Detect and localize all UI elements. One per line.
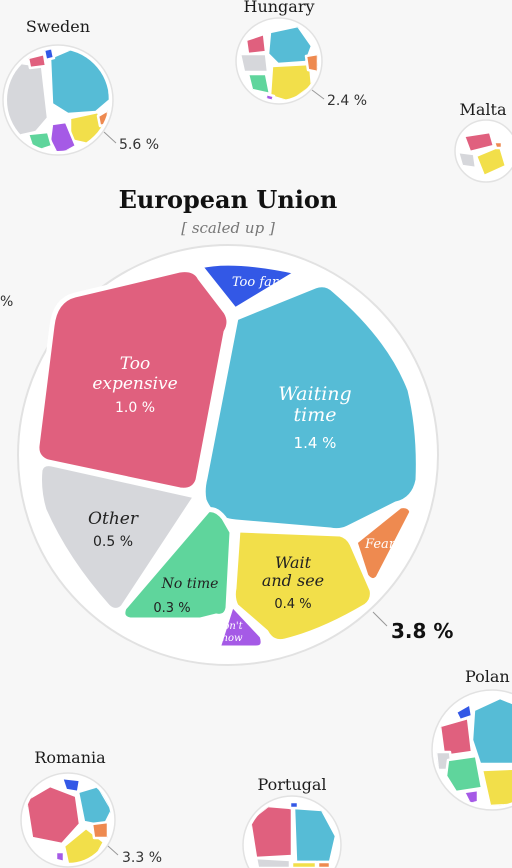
value-too-expensive: 1.0 %: [115, 400, 155, 416]
value-waiting-time: 1.4 %: [294, 434, 337, 452]
label-too-expensive-line2: expensive: [92, 374, 177, 394]
country-value-romania: 3.3 %: [122, 850, 162, 866]
segment-other[interactable]: [37, 461, 199, 613]
segment-too-expensive: [244, 32, 268, 56]
label-dont-know-line2: know: [215, 633, 243, 644]
segment-too-far: [288, 800, 300, 810]
leader-line: [107, 845, 119, 856]
segment-other: [240, 52, 270, 74]
label-too-expensive-line1: Too: [120, 354, 151, 374]
country-bubble-poland[interactable]: Polan: [431, 667, 512, 811]
label-fear: Fear: [364, 537, 396, 552]
country-value-hungary: 2.4 %: [327, 93, 367, 109]
segment-dont-know: [462, 788, 480, 806]
segment-waiting-time[interactable]: [200, 282, 421, 534]
country-name-malta: Malta: [459, 100, 506, 119]
segment-waiting-time: [76, 784, 111, 828]
segment-other: [254, 856, 292, 868]
country-bubble-romania[interactable]: Romania 3.3 %: [20, 748, 162, 868]
segment-too-far: [42, 49, 56, 62]
segment-too-expensive: [25, 784, 82, 846]
segment-wait-and-see: [290, 860, 318, 868]
country-name-portugal: Portugal: [257, 775, 326, 794]
country-name-poland: Polan: [465, 667, 510, 686]
segment-dont-know[interactable]: [215, 601, 266, 651]
segment-too-far[interactable]: [197, 260, 301, 313]
value-other: 0.5 %: [93, 534, 133, 550]
label-too-far: Too far: [232, 275, 279, 290]
label-waiting-time-line1: Waiting: [278, 383, 351, 405]
segment-too-expensive: [462, 130, 496, 154]
country-bubble-portugal[interactable]: Portugal: [242, 775, 342, 868]
leader-line: [103, 131, 117, 144]
label-waiting-time-line2: time: [294, 404, 337, 426]
eu-main-bubble[interactable]: Too far Too expensive 1.0 % Waiting time…: [17, 244, 453, 666]
country-bubble-malta[interactable]: Malta: [454, 100, 512, 183]
segment-no-time[interactable]: [120, 507, 235, 623]
segment-too-expensive[interactable]: [34, 267, 232, 493]
segment-too-far: [60, 777, 82, 794]
chart-subtitle: [ scaled up ]: [181, 219, 275, 237]
country-name-romania: Romania: [34, 748, 106, 767]
segment-dont-know: [54, 850, 66, 863]
segment-other: [458, 150, 478, 170]
segment-too-far: [454, 702, 474, 722]
segment-waiting-time: [292, 806, 337, 864]
segment-fear[interactable]: [352, 503, 415, 584]
segment-too-expensive: [438, 716, 474, 758]
segment-waiting-time: [470, 696, 512, 766]
segment-other: [7, 58, 50, 142]
label-no-time: No time: [161, 576, 219, 592]
segment-fear: [90, 820, 110, 840]
segment-wait-and-see: [474, 144, 508, 178]
value-wait-and-see: 0.4 %: [274, 597, 311, 612]
country-name-hungary: Hungary: [243, 0, 314, 16]
label-wait-and-see-line2: and see: [262, 571, 324, 590]
country-bubble-hungary[interactable]: Hungary 2.4 %: [235, 0, 367, 109]
country-bubble-sweden[interactable]: Sweden 5.6 %: [0, 17, 159, 156]
cut-off-value-label: %: [0, 294, 13, 310]
country-value-sweden: 5.6 %: [119, 137, 159, 153]
segment-fear: [316, 860, 332, 868]
segment-fear: [304, 52, 318, 74]
value-no-time: 0.3 %: [153, 601, 190, 616]
eu-total-value: 3.8 %: [391, 619, 453, 643]
leader-line: [311, 89, 325, 100]
label-dont-know-line1: Don't: [214, 621, 243, 632]
segment-fear: [492, 140, 504, 150]
segment-too-expensive: [26, 52, 48, 70]
label-wait-and-see-line1: Wait: [275, 553, 312, 572]
segment-no-time: [444, 754, 484, 794]
leader-line: [372, 611, 388, 627]
segment-wait-and-see: [480, 766, 512, 806]
segment-waiting-time: [48, 49, 109, 116]
country-name-sweden: Sweden: [26, 17, 90, 36]
chart-title: European Union: [119, 185, 338, 214]
label-other: Other: [88, 509, 139, 529]
segment-wait-and-see: [268, 62, 314, 100]
